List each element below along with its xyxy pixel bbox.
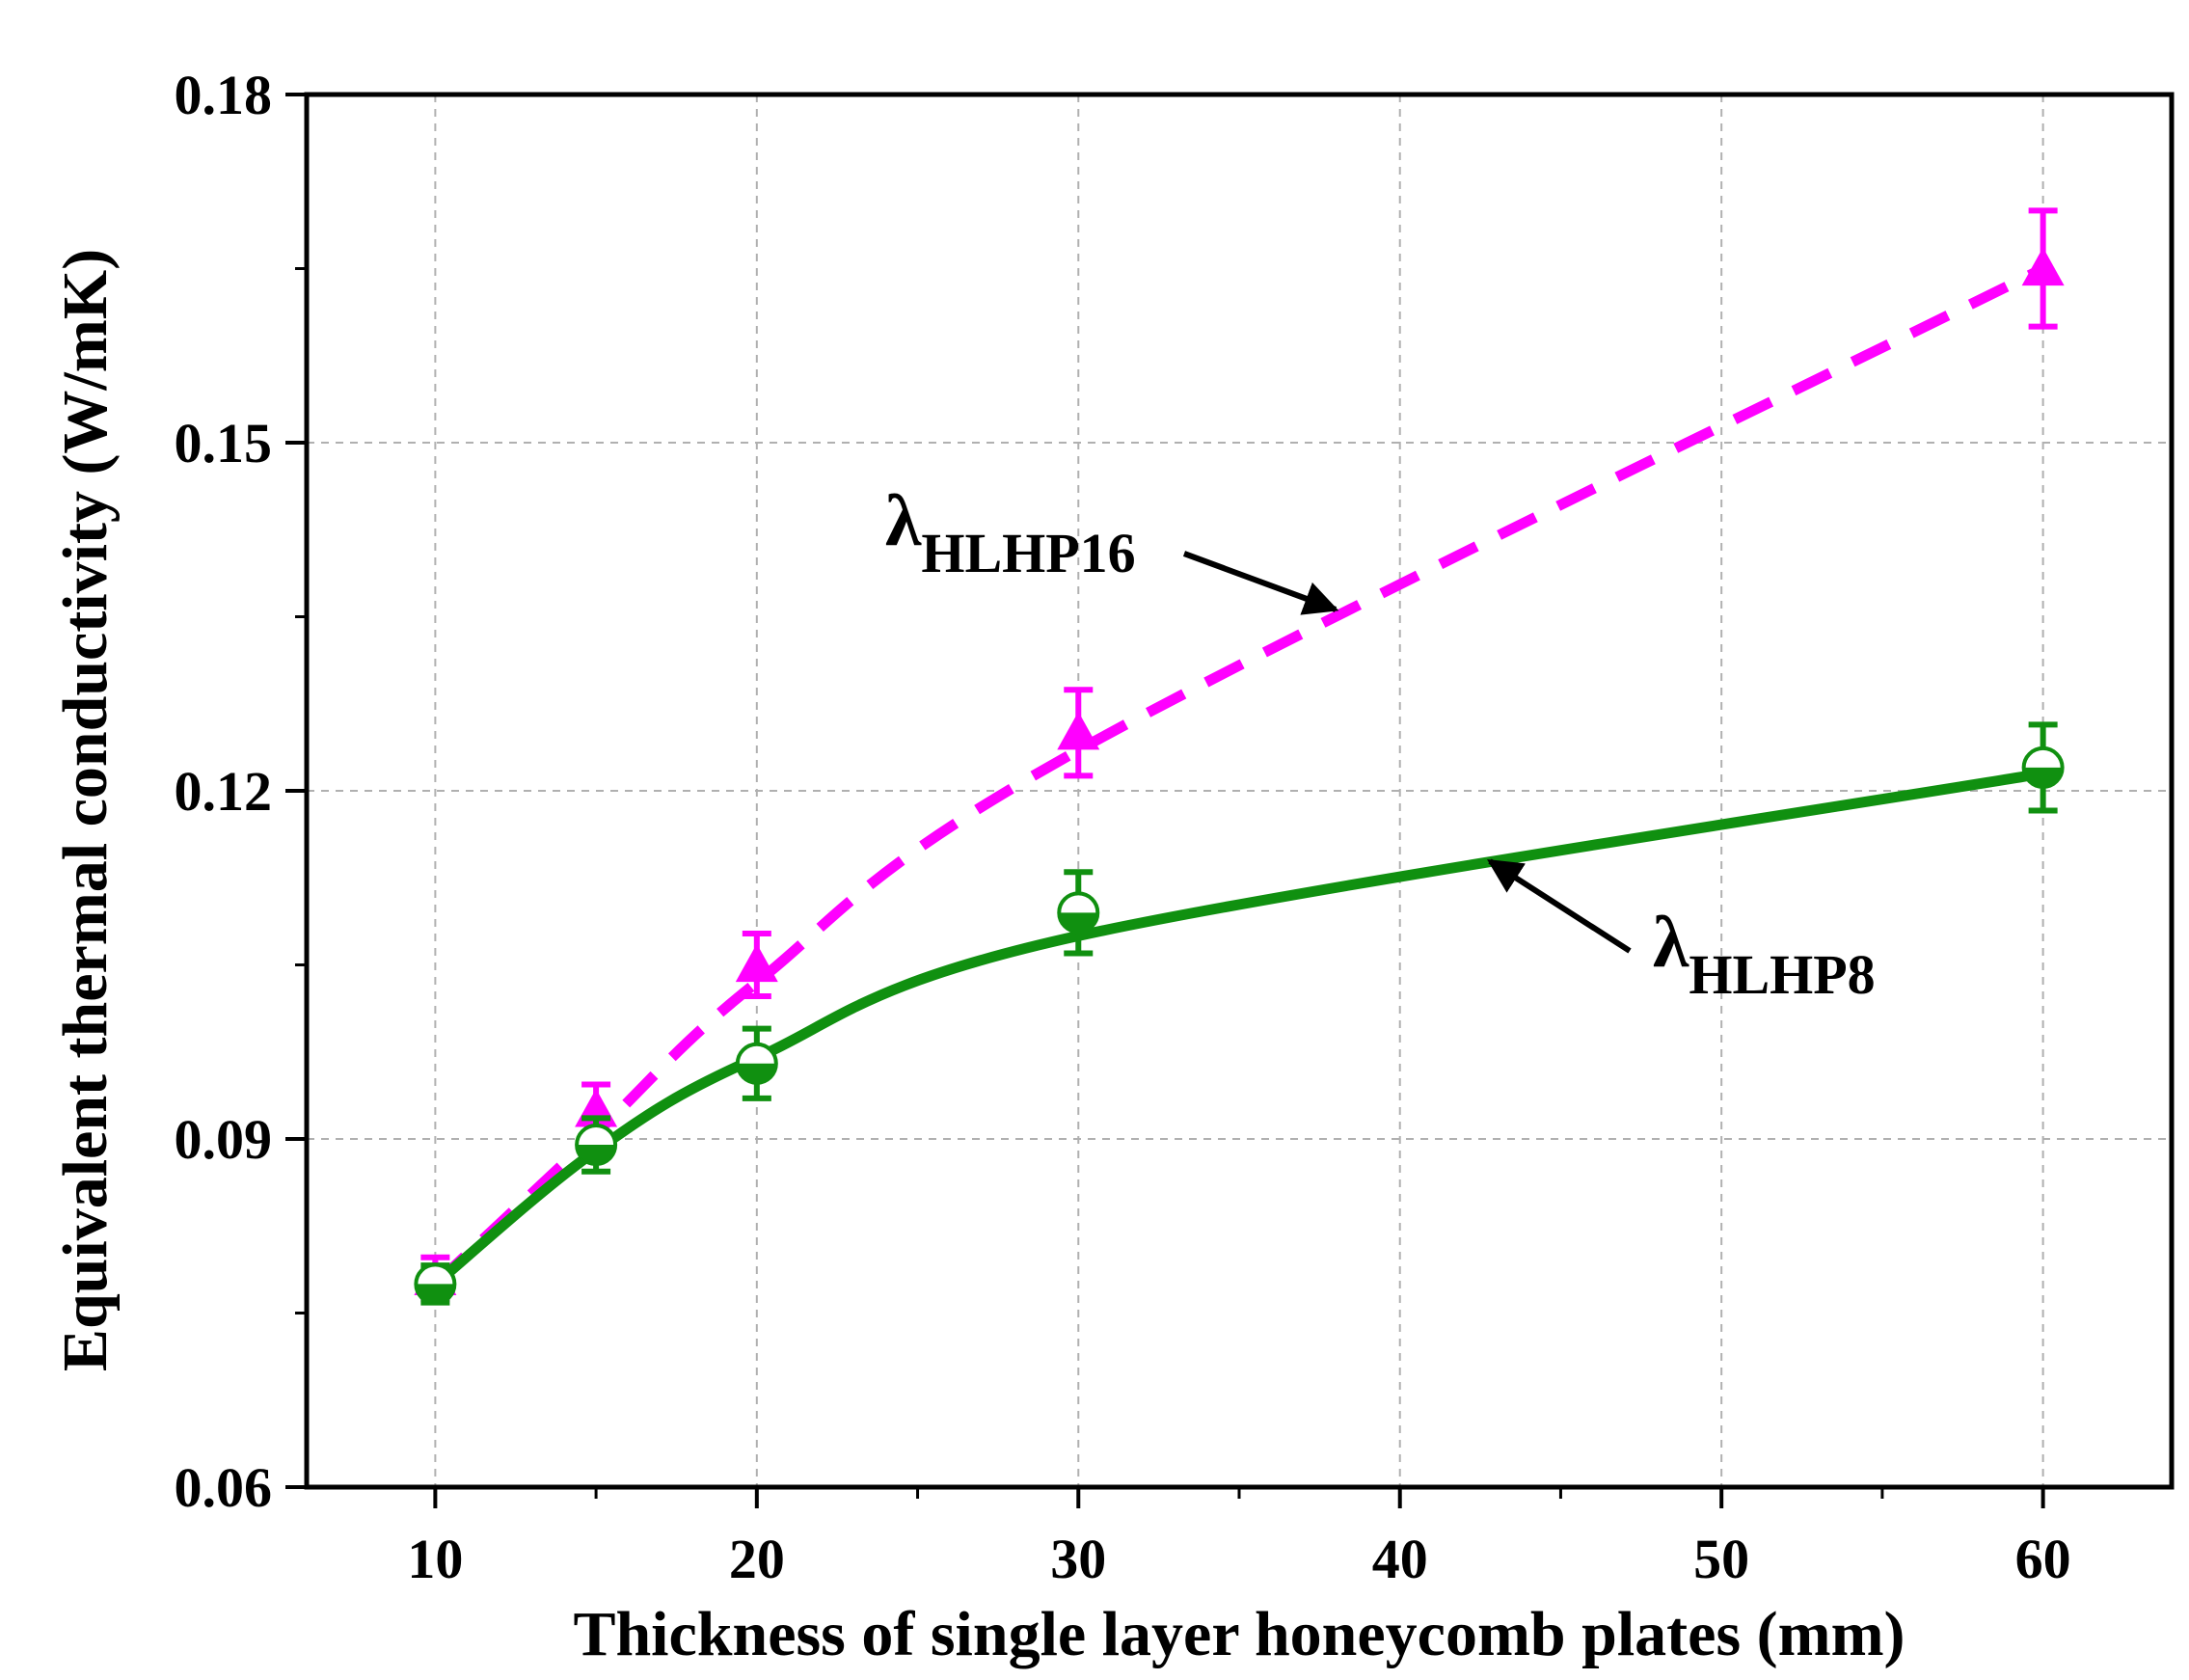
y-tick-label-1: 0.09 xyxy=(175,1108,273,1171)
annotation-hlhp8: λHLHP8 xyxy=(1653,902,1876,1006)
x-tick-label-3: 40 xyxy=(1372,1528,1428,1590)
x-tick-label-0: 10 xyxy=(407,1528,463,1590)
marker-triangle-hlhp16-3 xyxy=(1057,711,1100,750)
x-tick-label-1: 20 xyxy=(729,1528,785,1590)
x-tick-label-5: 60 xyxy=(2015,1528,2071,1590)
x-tick-label-2: 30 xyxy=(1050,1528,1106,1590)
annotation-hlhp8-symbol: λ xyxy=(1653,902,1689,983)
marker-half-fill-hlhp8-2 xyxy=(737,1063,776,1083)
fit-line-hlhp8 xyxy=(431,768,2044,1288)
data-point-hlhp16-2 xyxy=(735,931,778,999)
data-point-hlhp8-3 xyxy=(1057,869,1100,957)
data-point-hlhp8-4 xyxy=(2021,721,2065,814)
data-point-hlhp16-4 xyxy=(2021,207,2065,330)
y-tick-label-4: 0.18 xyxy=(175,64,273,126)
marker-half-fill-hlhp8-1 xyxy=(577,1145,616,1165)
y-axis-title: Equivalent thermal conductivity (W/mK) xyxy=(50,249,121,1371)
series-fit-lines xyxy=(431,263,2046,1288)
annotation-hlhp16-arrow xyxy=(1182,551,1339,615)
annotation-hlhp16-subscript: HLHP16 xyxy=(921,522,1135,584)
annotations: λHLHP16 λHLHP8 xyxy=(885,480,1876,1006)
annotation-hlhp16-symbol: λ xyxy=(885,480,922,561)
annotation-hlhp8-subscript: HLHP8 xyxy=(1689,943,1875,1006)
marker-triangle-hlhp16-2 xyxy=(735,943,778,983)
y-tick-label-0: 0.06 xyxy=(175,1456,273,1519)
grid xyxy=(307,95,2172,1487)
y-tick-label-3: 0.15 xyxy=(175,412,273,474)
x-axis-title: Thickness of single layer honeycomb plat… xyxy=(573,1599,1905,1669)
marker-half-fill-hlhp8-4 xyxy=(2023,767,2063,787)
annotation-hlhp16: λHLHP16 xyxy=(885,480,1136,584)
data-point-hlhp8-1 xyxy=(575,1115,618,1175)
marker-half-fill-hlhp8-0 xyxy=(416,1284,455,1304)
data-point-hlhp16-3 xyxy=(1057,687,1100,779)
data-point-hlhp8-0 xyxy=(414,1262,457,1306)
marker-half-fill-hlhp8-3 xyxy=(1059,912,1098,933)
fit-line-hlhp16 xyxy=(431,263,2046,1288)
marker-triangle-hlhp16-4 xyxy=(2021,247,2065,286)
series-points xyxy=(414,207,2065,1306)
y-tick-label-2: 0.12 xyxy=(175,760,273,823)
axis-ticks: 10 20 30 40 50 60 0.06 0.09 0.12 0.15 0.18 xyxy=(175,64,2071,1590)
annotation-hlhp8-arrow xyxy=(1486,858,1632,954)
data-point-hlhp8-2 xyxy=(735,1025,778,1101)
x-tick-label-4: 50 xyxy=(1693,1528,1749,1590)
